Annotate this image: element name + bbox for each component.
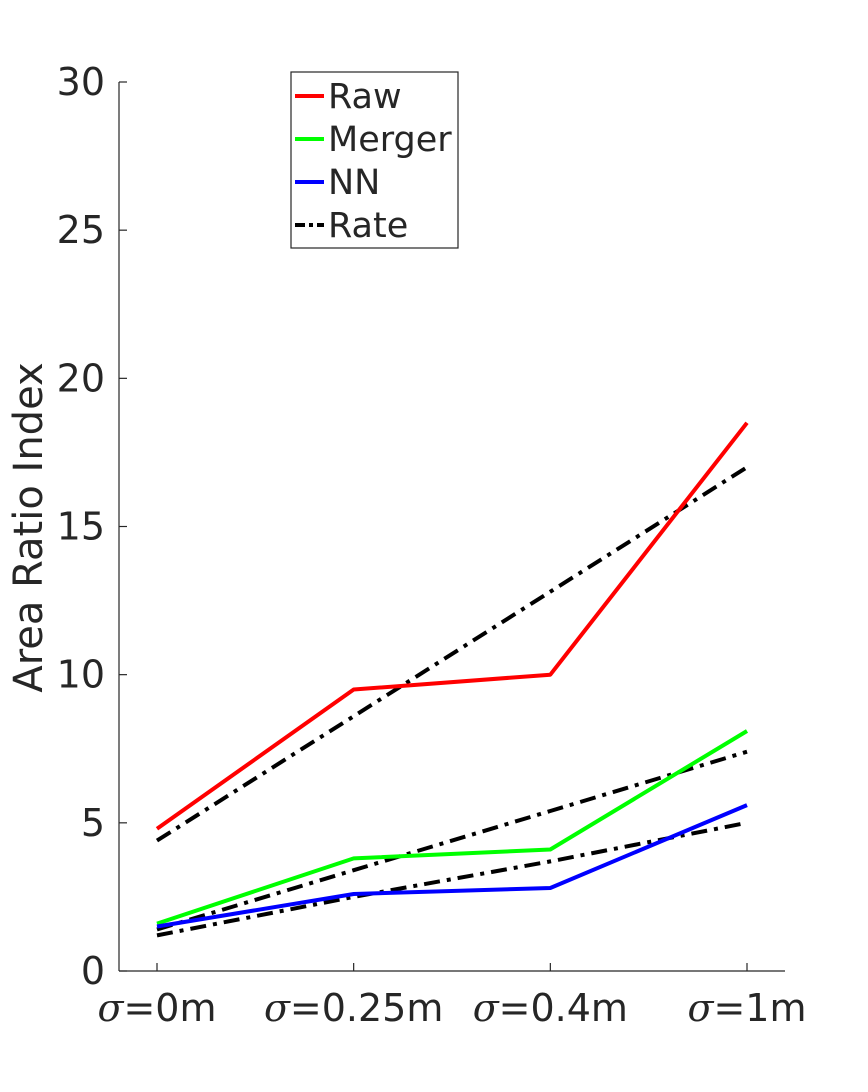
series-line-nn — [156, 803, 748, 929]
legend-box — [290, 71, 459, 249]
rate-line-3 — [156, 820, 748, 938]
y-tick-label: 15 — [57, 505, 105, 549]
y-axis-title: Area Ratio Index — [6, 362, 52, 692]
sigma-symbol: σ — [98, 986, 125, 1030]
x-tick-label-value: =1m — [713, 986, 806, 1030]
rate-line-1 — [155, 465, 749, 843]
legend-label-rate: Rate — [328, 206, 408, 246]
x-tick-label: σ=1m — [688, 986, 807, 1030]
y-tick-label: 20 — [57, 356, 105, 400]
sigma-symbol: σ — [264, 986, 291, 1030]
rate-line-2 — [156, 749, 748, 932]
legend-label-nn: NN — [328, 163, 380, 203]
series-layer — [155, 421, 749, 938]
y-tick-label: 0 — [81, 949, 105, 993]
legend-label-merger: Merger — [328, 120, 452, 160]
sigma-symbol: σ — [688, 986, 715, 1030]
y-tick-label: 25 — [57, 208, 105, 252]
x-tick-label-value: =0m — [123, 986, 216, 1030]
series-line-raw — [155, 421, 749, 831]
x-tick-label: σ=0.25m — [264, 986, 443, 1030]
series-line-merger — [156, 729, 749, 926]
x-tick-label: σ=0m — [98, 986, 217, 1030]
legend-label-raw: Raw — [328, 77, 402, 117]
x-tick-label-value: =0.4m — [499, 986, 628, 1030]
sigma-symbol: σ — [473, 986, 500, 1030]
y-tick-label: 30 — [57, 60, 105, 104]
y-tick-label: 10 — [57, 653, 105, 697]
y-tick-label: 5 — [81, 801, 105, 845]
x-tick-label-value: =0.25m — [290, 986, 443, 1030]
x-tick-label: σ=0.4m — [473, 986, 628, 1030]
